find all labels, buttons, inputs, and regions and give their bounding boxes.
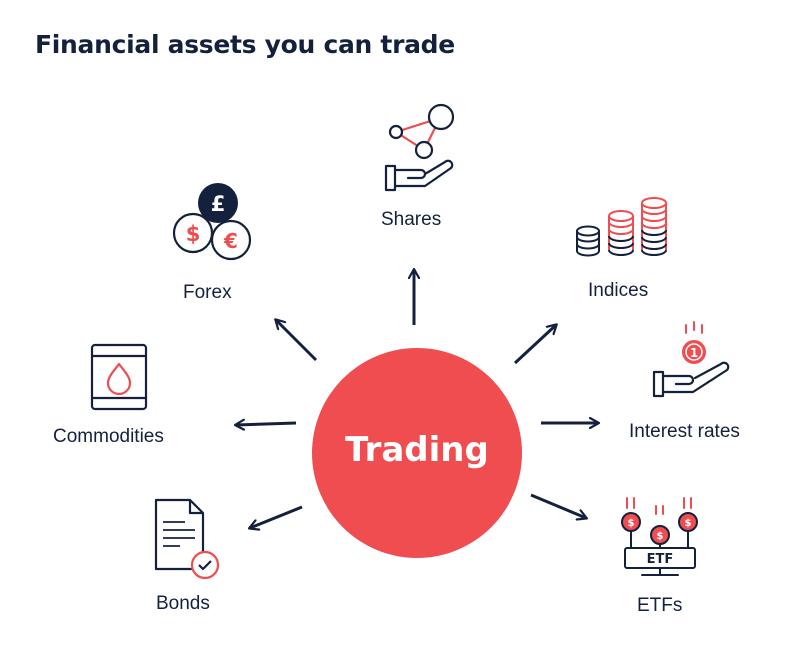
asset-label-forex: Forex	[183, 282, 232, 303]
arrow-to-bonds	[250, 505, 303, 528]
svg-text:$: $	[685, 518, 692, 529]
arrow-to-forex	[276, 320, 318, 362]
coin-stacks-icon	[576, 197, 667, 257]
trading-hub-label: Trading	[345, 430, 489, 470]
hand-network-icon	[384, 103, 455, 192]
trading-hub-circle	[312, 348, 522, 558]
svg-text:$: $	[186, 222, 201, 246]
asset-label-commodities: Commodities	[53, 426, 164, 447]
asset-label-interest-rates: Interest rates	[629, 421, 740, 442]
page-title: Financial assets you can trade	[35, 30, 455, 59]
svg-text:1: 1	[690, 346, 698, 360]
asset-label-shares: Shares	[381, 209, 442, 230]
arrow-to-commodities	[236, 423, 297, 425]
hand-coin-icon: 1	[652, 321, 730, 398]
asset-label-bonds: Bonds	[156, 593, 210, 614]
certificate-document-icon	[154, 498, 220, 580]
svg-text:€: €	[223, 229, 238, 253]
svg-text:£: £	[211, 192, 226, 216]
currency-coins-icon: £ $ €	[172, 183, 252, 261]
arrow-to-indices	[513, 325, 556, 365]
asset-label-indices: Indices	[588, 280, 649, 301]
svg-text:$: $	[657, 531, 664, 542]
oil-barrel-icon	[90, 343, 148, 411]
arrow-to-etfs	[530, 493, 586, 518]
asset-label-etfs: ETFs	[637, 595, 683, 616]
svg-text:$: $	[628, 518, 635, 529]
svg-text:ETF: ETF	[647, 552, 674, 567]
etf-coins-icon: $ $ $ ETF	[621, 497, 698, 576]
